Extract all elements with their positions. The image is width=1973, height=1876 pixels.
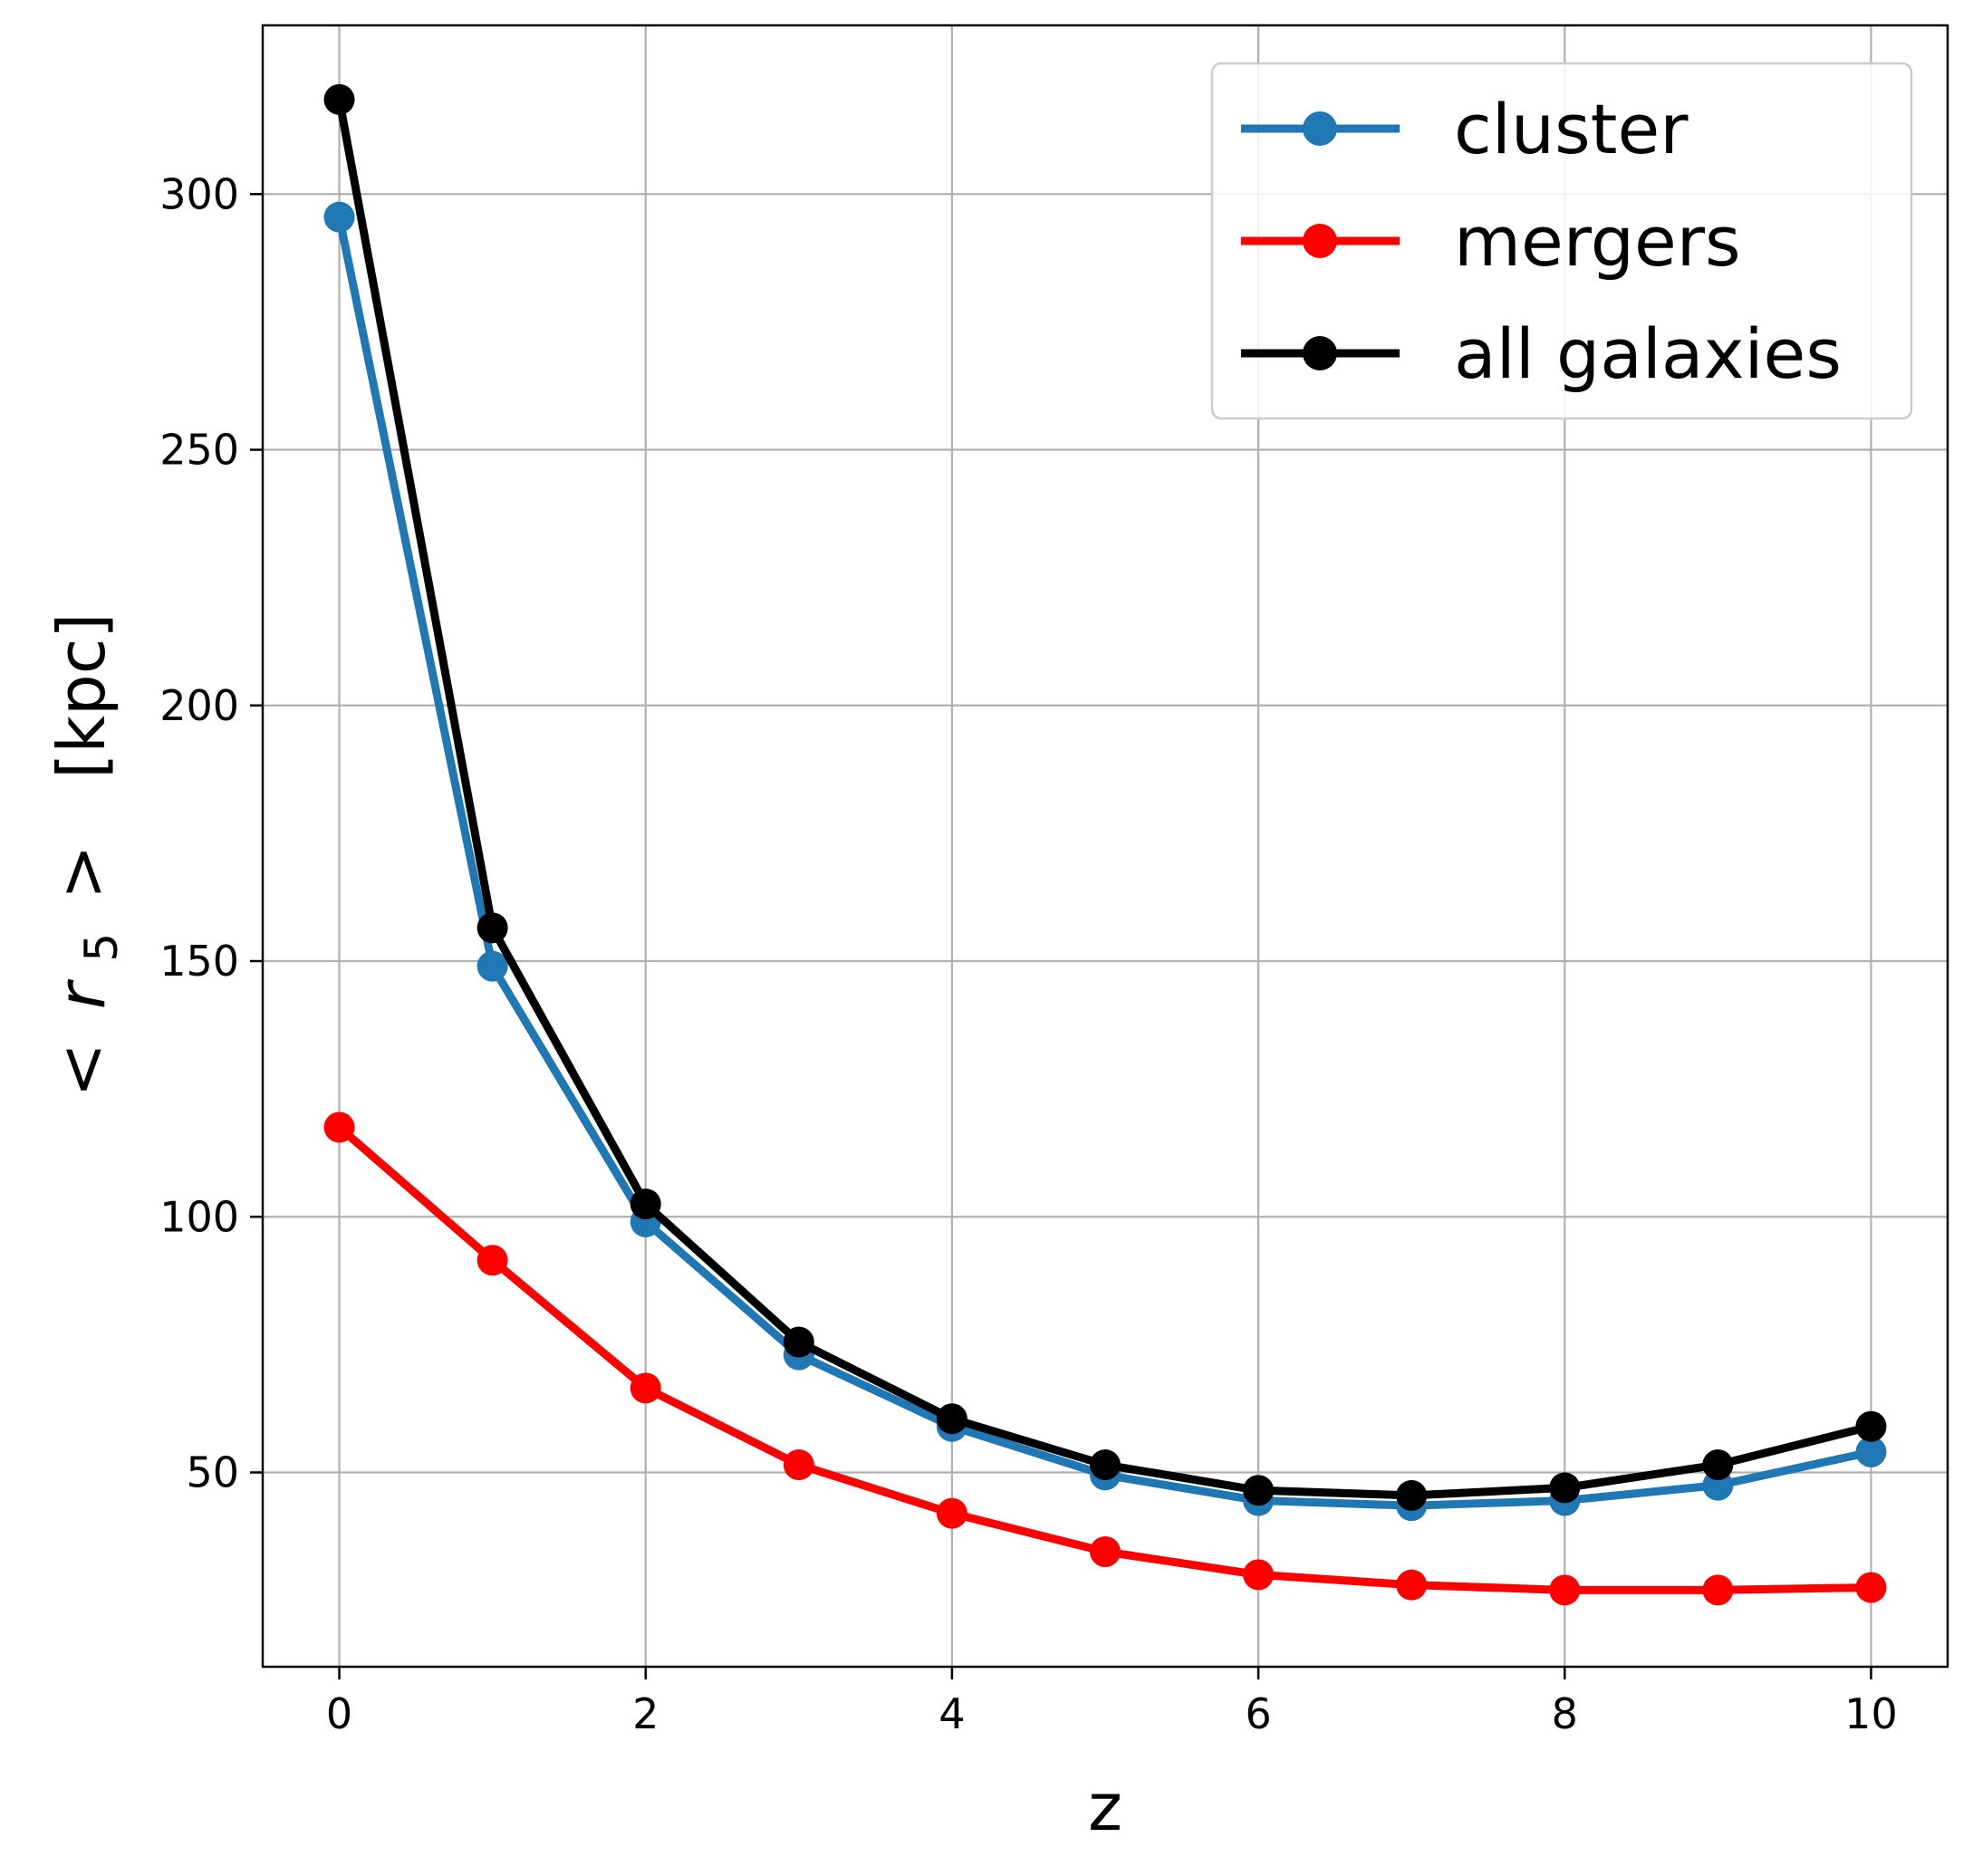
y-tick-label: 150	[159, 937, 239, 986]
series-layer	[323, 83, 1887, 1606]
data-point	[783, 1449, 814, 1481]
data-point	[476, 1245, 508, 1276]
y-tick-label: 200	[159, 681, 239, 730]
y-axis-label-close: >	[43, 845, 120, 900]
data-point	[1702, 1574, 1734, 1606]
y-tick-label: 300	[159, 169, 239, 218]
y-axis-label-sub: 5	[75, 933, 128, 962]
legend-swatch-marker	[1303, 224, 1337, 258]
data-point	[1549, 1574, 1581, 1606]
data-point	[1243, 1559, 1275, 1591]
data-point	[1702, 1449, 1734, 1481]
data-point	[476, 912, 508, 944]
y-axis-label: < r 5 > [kpc]	[43, 613, 132, 1098]
series-mergers	[323, 1111, 1887, 1606]
y-axis-label-open: <	[43, 1043, 120, 1097]
data-point	[1090, 1535, 1121, 1567]
x-tick-label: 2	[632, 1689, 659, 1738]
data-point	[476, 950, 508, 982]
axis-ticks: 0 2 4 6 8 10 50 100 150 200 250 300	[159, 169, 1898, 1738]
legend-frame	[1210, 62, 1913, 420]
plot-area-frame	[261, 24, 1949, 1669]
data-point	[936, 1497, 967, 1529]
data-point	[936, 1403, 967, 1435]
series-all-galaxies	[323, 83, 1887, 1511]
data-point	[1549, 1472, 1581, 1504]
data-point	[1243, 1475, 1275, 1506]
legend-label: mergers	[1454, 201, 1741, 282]
data-point	[1090, 1449, 1121, 1481]
data-point	[1855, 1410, 1887, 1442]
legend-label: cluster	[1454, 89, 1689, 169]
y-tick-label: 50	[186, 1448, 239, 1496]
data-point	[783, 1326, 814, 1358]
x-axis-label: z	[1088, 1769, 1122, 1845]
x-tick-label: 10	[1844, 1689, 1898, 1738]
data-point	[323, 1111, 355, 1143]
y-tick-label: 100	[159, 1192, 239, 1241]
legend-swatch-marker	[1303, 336, 1337, 370]
data-point	[630, 1188, 661, 1220]
y-axis-label-var: r	[43, 978, 120, 1009]
data-point	[1396, 1479, 1428, 1511]
legend-label: all galaxies	[1454, 313, 1842, 394]
legend: cluster mergers all galaxies	[1210, 62, 1913, 420]
x-tick-label: 0	[326, 1689, 352, 1738]
legend-swatch-marker	[1303, 111, 1337, 146]
data-point	[1855, 1436, 1887, 1467]
y-tick-label: 250	[159, 426, 239, 475]
y-axis-label-unit: [kpc]	[43, 613, 120, 779]
x-tick-label: 6	[1245, 1689, 1271, 1738]
x-tick-label: 4	[938, 1689, 965, 1738]
data-point	[323, 201, 355, 233]
data-point	[630, 1372, 661, 1404]
data-point	[1855, 1572, 1887, 1603]
x-tick-label: 8	[1552, 1689, 1578, 1738]
data-point	[1396, 1569, 1428, 1601]
series-line	[336, 1124, 1872, 1594]
data-point	[323, 83, 355, 115]
